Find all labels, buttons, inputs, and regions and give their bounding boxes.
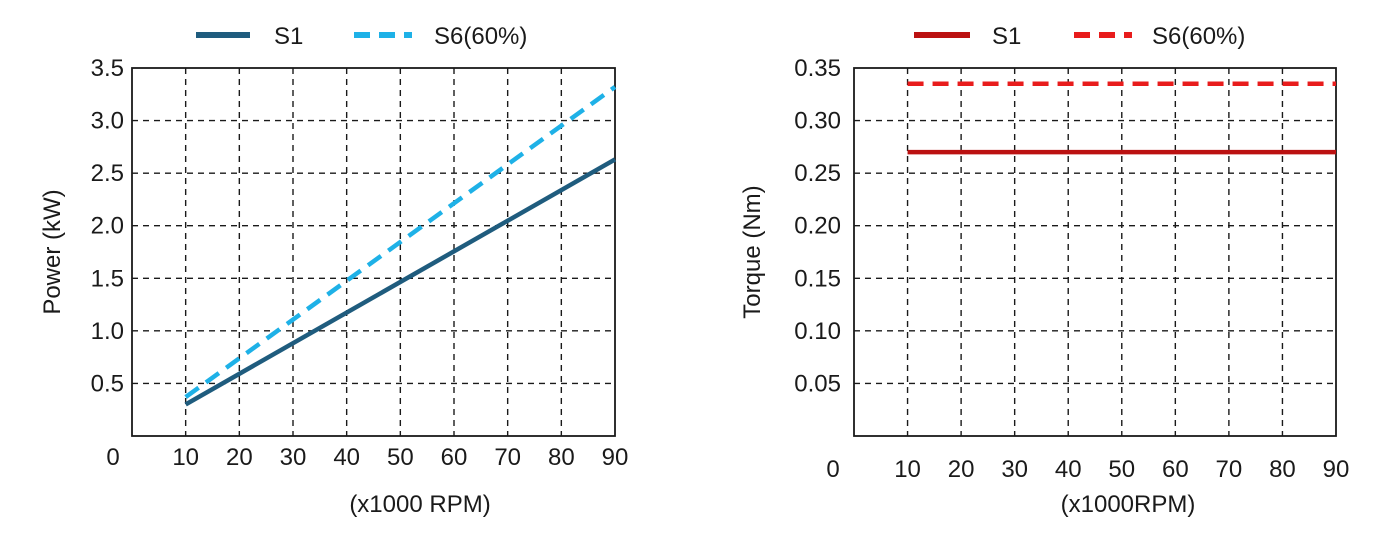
x-tick-label: 90 [602, 444, 629, 471]
x-tick-label: 10 [894, 456, 921, 483]
x-tick-label: 50 [1108, 456, 1135, 483]
series-line-s6-60 [184, 85, 617, 399]
x-tick-label: 70 [1216, 456, 1243, 483]
y-tick-label: 3.5 [91, 55, 124, 82]
torque-chart: 10 20 30 40 50 60 70 80 90 0 0.05 0.10 0.15 0.20 0.25 0… [739, 23, 1349, 518]
y-tick-label: 0.10 [794, 318, 841, 345]
y-tick-label: 0.35 [794, 55, 841, 82]
x-tick-label: 80 [548, 444, 575, 471]
x-tick-label: 40 [333, 444, 360, 471]
legend-label-s1: S1 [274, 23, 303, 50]
y-tick-label: 0.30 [794, 108, 841, 135]
y-tick-label: 0.20 [794, 213, 841, 240]
origin-label: 0 [826, 456, 839, 483]
x-tick-label: 20 [226, 444, 253, 471]
legend-label-s6-60: S6(60%) [1152, 23, 1245, 50]
y-tick-label: 2.5 [91, 160, 124, 187]
x-tick-label: 30 [1001, 456, 1028, 483]
y-axis-title: Power (kW) [39, 189, 66, 314]
y-tick-label: 0.25 [794, 160, 841, 187]
y-axis-title: Torque (Nm) [739, 185, 766, 318]
x-tick-label: 30 [280, 444, 307, 471]
x-tick-label: 20 [948, 456, 975, 483]
legend-label-s6-60: S6(60%) [434, 23, 527, 50]
x-tick-label: 90 [1323, 456, 1350, 483]
plot-frame [131, 67, 616, 437]
y-tick-label: 0.15 [794, 265, 841, 292]
legend-label-s1: S1 [992, 23, 1021, 50]
y-tick-label: 2.0 [91, 213, 124, 240]
y-tick-label: 1.5 [91, 265, 124, 292]
x-tick-label: 80 [1269, 456, 1296, 483]
x-tick-label: 40 [1055, 456, 1082, 483]
x-tick-label: 60 [441, 444, 468, 471]
y-tick-label: 3.0 [91, 108, 124, 135]
x-axis-title: (x1000 RPM) [349, 491, 490, 518]
x-axis-title: (x1000RPM) [1061, 491, 1196, 518]
y-tick-label: 0.5 [91, 370, 124, 397]
origin-label: 0 [106, 444, 119, 471]
x-tick-label: 60 [1162, 456, 1189, 483]
x-tick-label: 70 [494, 444, 521, 471]
power-chart: 10 20 30 40 50 60 70 80 90 0 0.5 1.0 1.5 2.0 2.5 3.0 3.5… [39, 23, 628, 518]
y-tick-label: 1.0 [91, 318, 124, 345]
x-tick-label: 50 [387, 444, 414, 471]
plot-frame [853, 67, 1337, 437]
series-line-s1 [184, 157, 617, 407]
x-tick-label: 10 [172, 444, 199, 471]
y-tick-label: 0.05 [794, 370, 841, 397]
